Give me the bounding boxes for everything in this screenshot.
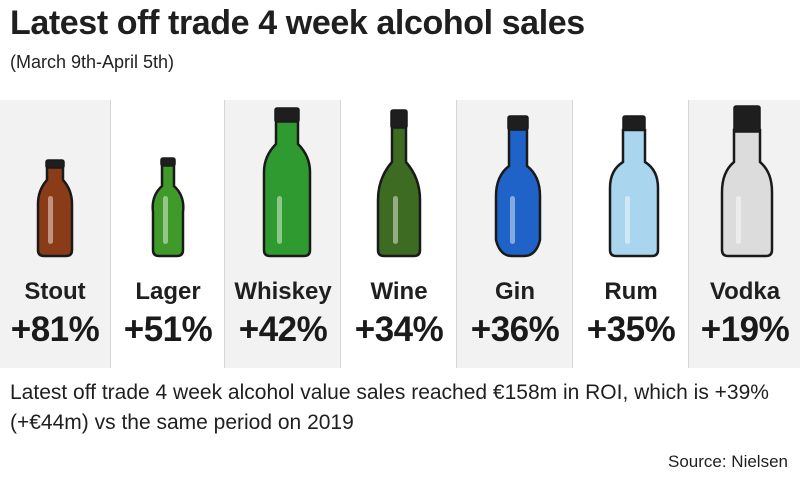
rum-bottle-icon — [608, 115, 660, 258]
category-label: Lager — [135, 278, 201, 305]
panel-vodka: Vodka +19% — [688, 100, 800, 368]
value-label: +19% — [700, 310, 790, 349]
category-label: Wine — [370, 278, 428, 305]
bottle-cap — [45, 159, 65, 169]
source-note: Source: Nielsen — [667, 452, 788, 471]
bottle-body — [376, 124, 422, 258]
whiskey-bottle-icon — [262, 107, 312, 258]
category-label: Vodka — [709, 278, 781, 305]
bottle-body — [262, 118, 312, 258]
bottle-highlight — [48, 196, 53, 244]
bottle-body — [494, 126, 542, 258]
vodka-bottle-icon — [720, 105, 774, 258]
bottle-cap — [622, 115, 646, 131]
panel-stout: Stout +81% — [0, 100, 110, 368]
bottle-highlight — [393, 196, 398, 244]
lager-bottle-icon — [151, 157, 185, 258]
category-label: Rum — [604, 278, 658, 305]
panel-wine: Wine +34% — [340, 100, 457, 368]
category-label: Stout — [24, 278, 86, 305]
gin-bottle-icon — [494, 115, 542, 258]
value-label: +36% — [470, 310, 560, 349]
bottle-cap — [733, 105, 761, 133]
bottle-body — [720, 128, 774, 258]
chart-title: Latest off trade 4 week alcohol sales — [10, 4, 585, 42]
category-label: Whiskey — [234, 278, 332, 305]
value-label: +51% — [123, 310, 213, 349]
panel-gin: Gin +36% — [456, 100, 573, 368]
bottle-highlight — [736, 196, 741, 244]
category-label: Gin — [495, 278, 535, 305]
bottle-highlight — [163, 196, 168, 244]
panel-whiskey: Whiskey +42% — [224, 100, 341, 368]
bottle-highlight — [510, 196, 515, 244]
value-label: +81% — [10, 310, 100, 349]
bottle-highlight — [625, 196, 630, 244]
footnote: Latest off trade 4 week alcohol value sa… — [10, 381, 769, 434]
wine-bottle-icon — [376, 109, 422, 258]
value-label: +42% — [238, 310, 328, 349]
value-label: +34% — [354, 310, 444, 349]
panel-rum: Rum +35% — [572, 100, 689, 368]
panel-lager: Lager +51% — [110, 100, 225, 368]
bottle-body — [36, 164, 74, 258]
bottle-body — [608, 128, 660, 258]
bottle-cap — [274, 107, 300, 123]
value-label: +35% — [586, 310, 676, 349]
bottle-cap — [160, 157, 176, 167]
bottle-highlight — [277, 196, 282, 244]
stout-bottle-icon — [36, 159, 74, 258]
chart-subtitle: (March 9th-April 5th) — [10, 52, 175, 72]
bottle-body — [151, 162, 185, 258]
bottle-cap — [507, 115, 529, 131]
bottle-cap — [390, 109, 408, 129]
category-panels: Stout +81% Lager +51% Whiskey +42% Wine +34% Gin… — [0, 100, 800, 368]
